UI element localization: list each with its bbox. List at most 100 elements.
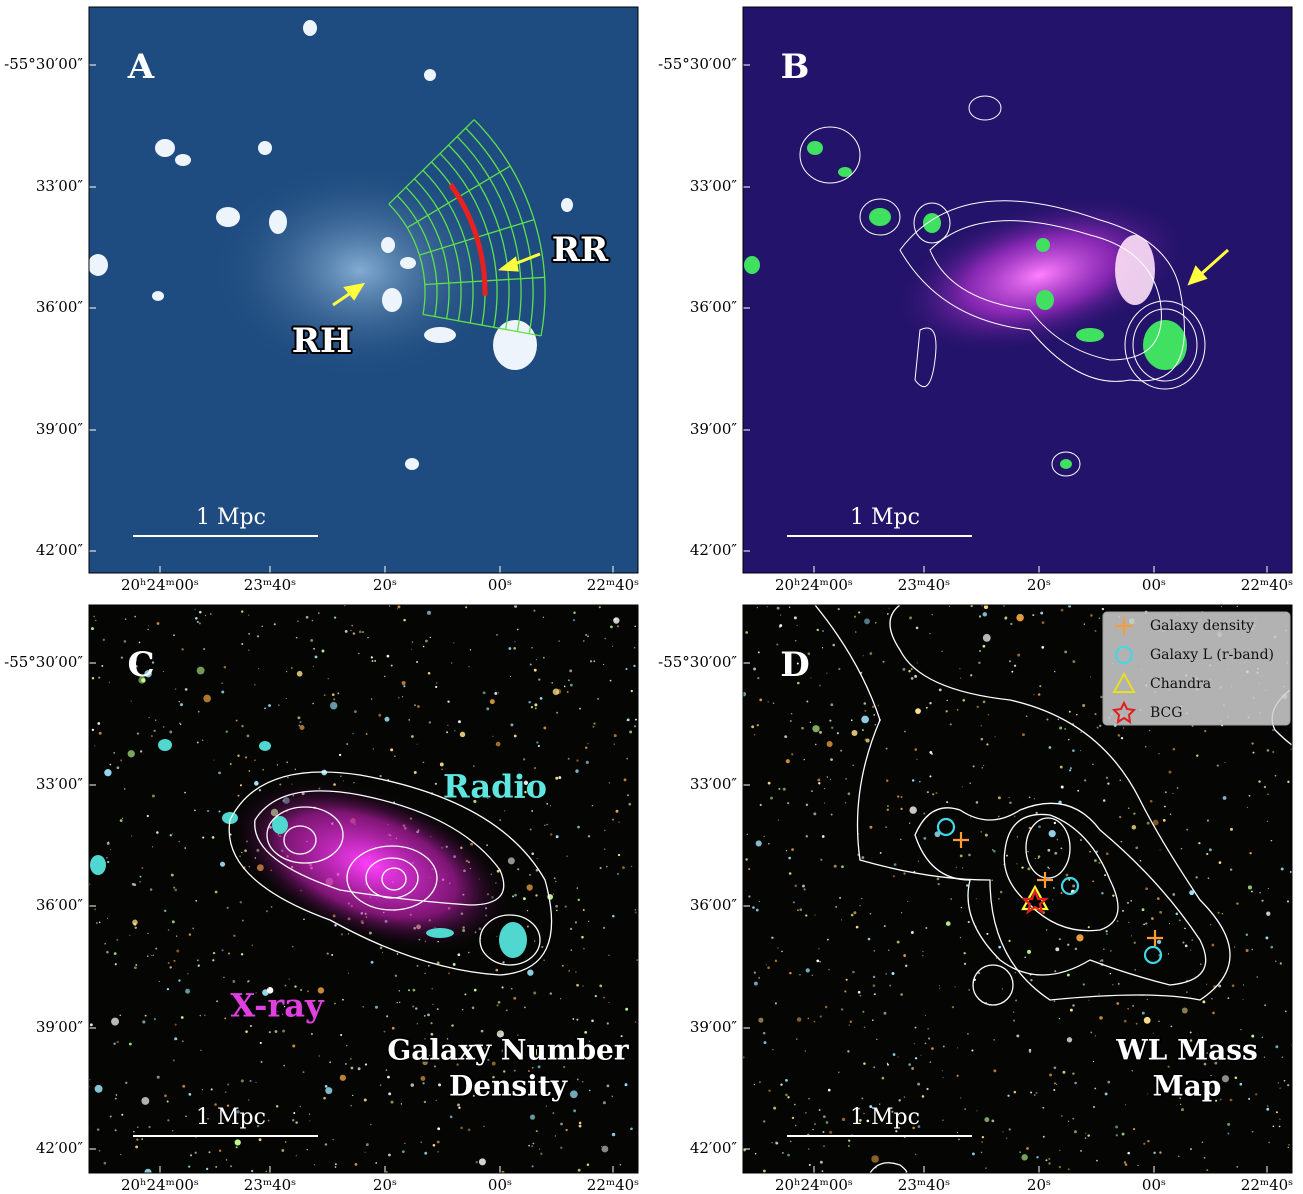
star (229, 762, 232, 765)
star (1087, 926, 1090, 929)
star (929, 702, 932, 705)
star (845, 778, 847, 780)
star (966, 884, 969, 887)
star (1266, 911, 1271, 916)
star (1011, 670, 1014, 673)
star (936, 877, 940, 881)
star (1006, 1137, 1008, 1139)
star (805, 914, 808, 917)
star (94, 1084, 103, 1093)
star (1068, 710, 1071, 713)
star (441, 768, 443, 771)
star (908, 822, 911, 824)
star (287, 1001, 290, 1003)
star (248, 633, 250, 635)
star (362, 1006, 364, 1008)
star (987, 713, 990, 716)
star (1247, 885, 1253, 890)
star (608, 782, 610, 784)
star (938, 688, 942, 692)
star (529, 1114, 536, 1120)
dec-tick-label: 33′00″ (690, 775, 738, 793)
star (235, 719, 238, 722)
star (1038, 825, 1041, 829)
star (384, 716, 390, 722)
star (633, 725, 637, 728)
star (292, 1119, 295, 1122)
star (167, 1119, 170, 1122)
star (282, 1013, 284, 1015)
star (960, 677, 962, 679)
star (886, 613, 889, 615)
star (133, 658, 137, 662)
star (196, 959, 199, 962)
legend-label: Chandra (1150, 676, 1211, 692)
star (568, 679, 570, 682)
star (144, 670, 152, 678)
star (164, 1094, 167, 1098)
star (756, 724, 759, 727)
star (1125, 1104, 1127, 1106)
star (510, 723, 514, 727)
star (833, 864, 837, 868)
star (523, 780, 529, 786)
star (223, 666, 227, 669)
star (963, 952, 966, 955)
star (1277, 1082, 1280, 1084)
star (513, 996, 517, 1000)
star (1258, 780, 1261, 783)
star (529, 828, 532, 831)
star (563, 1052, 567, 1056)
star (998, 796, 1001, 800)
star (390, 664, 393, 667)
sector-arc (388, 203, 426, 315)
star (313, 999, 316, 1002)
star (788, 606, 791, 608)
star (1030, 979, 1033, 982)
star (558, 640, 561, 642)
star (585, 746, 588, 749)
star (569, 1090, 578, 1099)
star (864, 709, 867, 712)
star (753, 971, 757, 974)
star (1064, 728, 1066, 730)
star (194, 608, 196, 611)
star (162, 726, 165, 728)
star (1088, 999, 1090, 1001)
star (634, 1021, 637, 1023)
star (805, 1112, 807, 1114)
star (857, 990, 861, 994)
sector-edge (388, 119, 475, 205)
star (285, 697, 287, 699)
star (1145, 922, 1148, 925)
star (101, 665, 104, 667)
star (1123, 727, 1125, 729)
star (1016, 836, 1019, 838)
star (1009, 801, 1012, 805)
star (295, 636, 298, 639)
star (413, 771, 417, 774)
star (151, 661, 155, 664)
star (533, 668, 537, 672)
star (370, 1123, 372, 1126)
star (174, 1037, 178, 1041)
star (499, 819, 502, 822)
scale-bar-label: 1 Mpc (196, 505, 266, 530)
star (347, 972, 350, 974)
star (1037, 693, 1041, 696)
star (1144, 745, 1147, 748)
star (789, 720, 792, 722)
star (912, 1126, 915, 1130)
star (173, 959, 176, 962)
star (1028, 826, 1032, 830)
star (847, 792, 851, 796)
star (453, 642, 455, 644)
star (593, 660, 596, 663)
star (523, 758, 526, 761)
star (178, 840, 180, 843)
star (1186, 828, 1189, 831)
panel-label: D (780, 645, 809, 685)
star (610, 625, 613, 629)
star (458, 1106, 461, 1109)
